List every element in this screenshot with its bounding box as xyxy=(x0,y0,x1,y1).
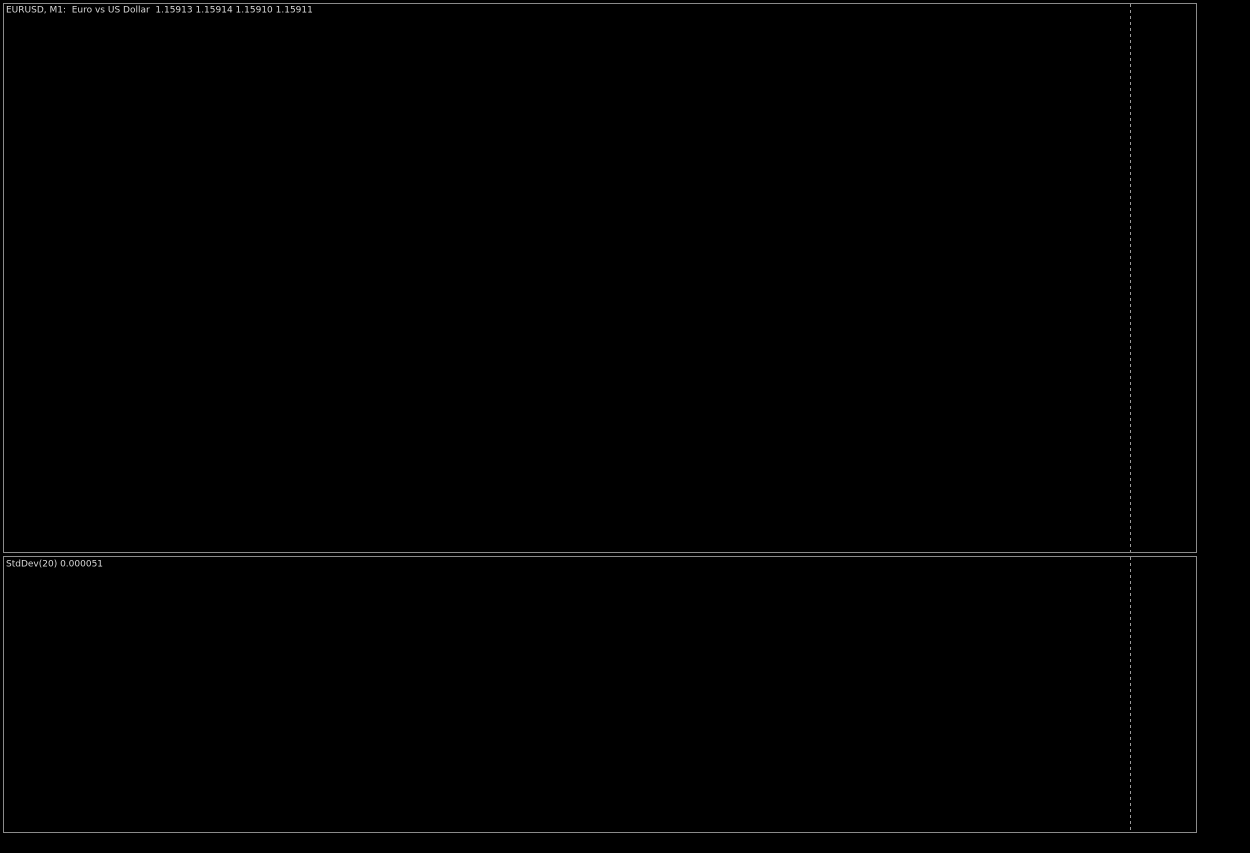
chart-title: EURUSD, M1: Euro vs US Dollar 1.15913 1.… xyxy=(6,6,313,16)
indicator-panel-frame xyxy=(3,556,1197,833)
price-panel-frame xyxy=(3,3,1197,553)
indicator-title: StdDev(20) 0.000051 xyxy=(6,560,103,570)
